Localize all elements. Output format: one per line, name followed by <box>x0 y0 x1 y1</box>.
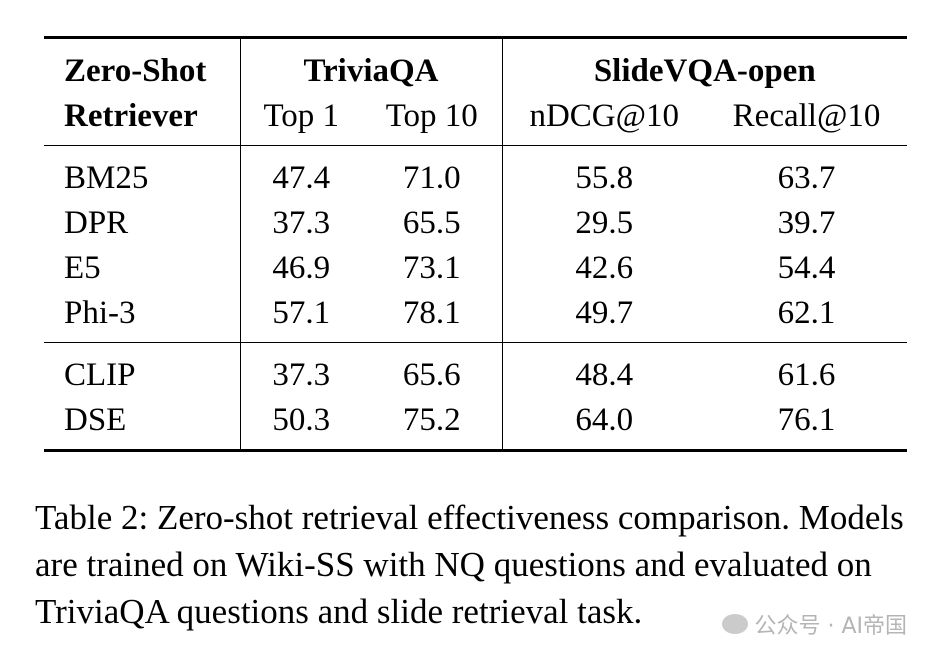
header-retriever: Retriever <box>64 98 198 134</box>
model-name: DSE <box>64 402 127 438</box>
cell: 65.6 <box>402 357 461 393</box>
header-row-2: Retriever Top 1 Top 10 nDCG@10 Recall@10 <box>44 94 907 146</box>
cell: 61.6 <box>777 357 836 393</box>
header-top10: Top 10 <box>385 98 478 134</box>
header-ndcg: nDCG@10 <box>501 94 706 146</box>
cell: 71.0 <box>402 160 461 196</box>
cell: 63.7 <box>777 160 836 196</box>
cell: 57.1 <box>239 291 362 343</box>
results-table: Zero-Shot TriviaQA SlideVQA-open Retriev… <box>44 36 907 452</box>
results-table-container: Zero-Shot TriviaQA SlideVQA-open Retriev… <box>44 36 907 452</box>
table-row: Phi-3 57.1 78.1 49.7 62.1 <box>44 291 907 343</box>
watermark-text: 公众号 · AI帝国 <box>754 614 907 639</box>
cell: 54.4 <box>777 250 836 286</box>
cell: 65.5 <box>402 205 461 241</box>
table-row: E5 46.9 73.1 42.6 54.4 <box>44 246 907 291</box>
cell: 48.4 <box>501 342 706 398</box>
header-zero-shot: Zero-Shot <box>64 53 207 89</box>
cell: 78.1 <box>402 295 461 331</box>
table-caption: Table 2: Zero-shot retrieval effectivene… <box>35 498 904 631</box>
cell: 64.0 <box>501 398 706 451</box>
cell: 55.8 <box>501 145 706 201</box>
table-row: DSE 50.3 75.2 64.0 76.1 <box>44 398 907 451</box>
table-row: CLIP 37.3 65.6 48.4 61.6 <box>44 342 907 398</box>
cell: 62.1 <box>777 295 836 331</box>
model-name: DPR <box>64 205 129 241</box>
model-name: BM25 <box>64 160 149 196</box>
cell: 49.7 <box>501 291 706 343</box>
model-name: Phi-3 <box>64 295 136 331</box>
cell: 29.5 <box>501 201 706 246</box>
watermark: 公众号 · AI帝国 <box>722 608 907 640</box>
cell: 39.7 <box>777 205 836 241</box>
header-slidevqa: SlideVQA-open <box>501 37 907 94</box>
cell: 37.3 <box>239 201 362 246</box>
header-recall: Recall@10 <box>732 98 881 134</box>
header-triviaqa: TriviaQA <box>239 37 502 94</box>
cell: 76.1 <box>777 402 836 438</box>
cell: 50.3 <box>239 398 362 451</box>
cell: 37.3 <box>239 342 362 398</box>
cell: 46.9 <box>239 246 362 291</box>
cell: 42.6 <box>501 246 706 291</box>
header-row-1: Zero-Shot TriviaQA SlideVQA-open <box>44 37 907 94</box>
header-top1: Top 1 <box>239 94 362 146</box>
wechat-icon <box>722 614 749 634</box>
table-row: DPR 37.3 65.5 29.5 39.7 <box>44 201 907 246</box>
cell: 73.1 <box>402 250 461 286</box>
cell: 47.4 <box>239 145 362 201</box>
model-name: CLIP <box>64 357 136 393</box>
table-row: BM25 47.4 71.0 55.8 63.7 <box>44 145 907 201</box>
model-name: E5 <box>64 250 101 286</box>
cell: 75.2 <box>402 402 461 438</box>
